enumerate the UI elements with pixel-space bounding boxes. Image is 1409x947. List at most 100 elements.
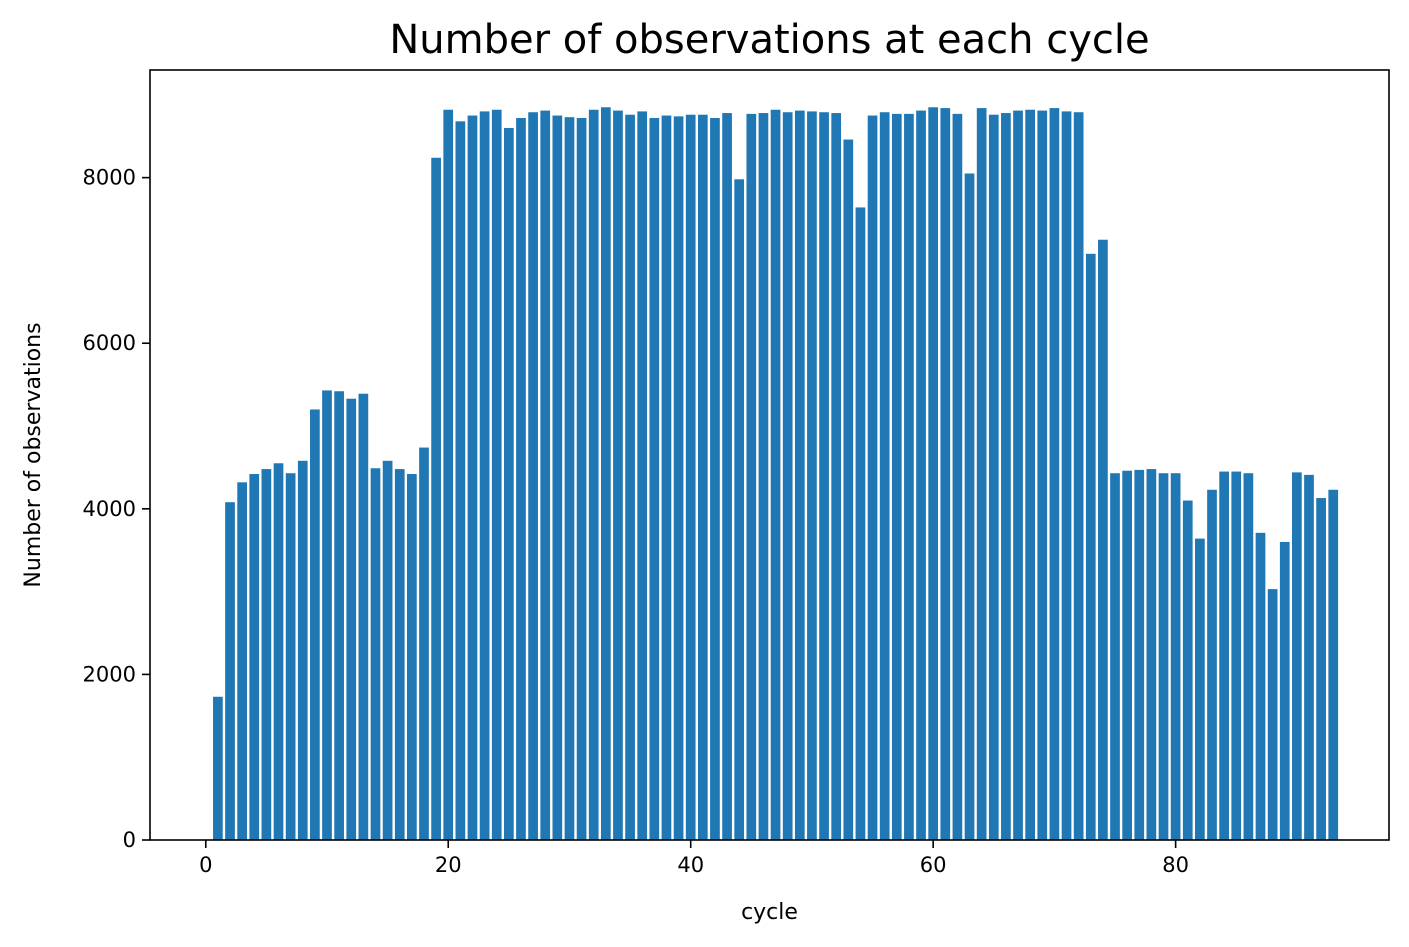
bar-cycle-90 [1292,472,1302,840]
bar-cycle-64 [976,108,987,841]
bar-cycle-30 [564,117,575,840]
bar-cycle-59 [916,110,926,840]
bar-cycle-7 [285,473,296,840]
x-axis-label: cycle [741,900,798,925]
y-tick-label: 8000 [83,166,136,190]
bar-cycle-58 [904,113,914,840]
bar-cycle-2 [225,502,235,840]
bar-cycle-84 [1219,471,1229,840]
bar-cycle-41 [697,114,708,840]
bar-cycle-38 [661,115,672,841]
bar-cycle-86 [1243,473,1254,840]
bar-cycle-73 [1085,253,1096,840]
y-tick-label: 4000 [83,497,136,521]
bar-cycle-3 [237,482,247,840]
y-tick-label: 2000 [83,662,136,686]
bar-cycle-9 [310,409,320,840]
bar-cycle-83 [1207,489,1217,840]
bar-cycle-82 [1195,538,1205,840]
bar-cycle-63 [964,173,975,841]
y-axis-label: Number of observations [21,322,46,587]
bar-cycle-26 [516,118,526,840]
bar-cycle-28 [540,110,551,840]
bar-cycle-77 [1134,469,1145,840]
bar-cycle-78 [1146,469,1157,840]
bar-cycle-53 [843,139,854,841]
bar-cycle-40 [685,114,696,840]
bar-cycle-80 [1170,473,1181,840]
y-tick-label: 0 [123,828,136,852]
bar-cycle-51 [819,112,829,841]
bar-cycle-16 [394,469,405,840]
bar-cycle-85 [1231,471,1242,840]
bar-cycle-10 [322,390,332,840]
bar-cycle-5 [261,469,272,840]
bar-cycle-35 [625,114,635,840]
bar-cycle-42 [710,118,720,840]
bar-cycle-19 [431,157,441,840]
bar-cycle-79 [1158,473,1169,840]
y-tick-label: 6000 [83,331,136,355]
bar-cycle-67 [1013,110,1023,840]
bar-cycle-22 [467,115,478,841]
bar-cycle-89 [1279,541,1290,840]
bar-cycle-55 [867,115,878,841]
bar-cycle-69 [1037,110,1048,840]
bar-cycle-50 [807,111,817,840]
bar-cycle-25 [504,127,514,840]
bar-cycle-60 [928,107,939,840]
bar-cycle-75 [1110,473,1120,840]
bar-cycle-13 [358,393,369,840]
bar-cycle-17 [407,474,417,840]
bar-cycle-56 [879,112,890,841]
bar-cycle-70 [1049,108,1060,841]
bar-cycle-4 [249,474,260,840]
bar-cycle-61 [940,108,951,841]
plot-frame [149,69,1390,841]
bar-cycle-47 [770,109,781,841]
bar-cycle-72 [1073,112,1084,841]
bars-group [213,107,1339,841]
bar-cycle-24 [491,109,502,841]
bar-cycle-48 [782,112,793,841]
bar-cycle-88 [1267,589,1278,840]
bar-cycle-71 [1061,111,1072,840]
bar-cycle-62 [952,113,963,840]
bar-cycle-31 [576,118,587,840]
bar-cycle-49 [794,110,805,840]
bar-cycle-57 [891,113,902,840]
x-tick-label: 20 [435,853,462,877]
bar-cycle-54 [855,207,866,840]
bar-cycle-33 [600,107,611,840]
bar-cycle-93 [1328,489,1339,840]
bar-cycle-46 [758,113,769,841]
bar-cycle-20 [443,109,454,841]
bar-cycle-45 [746,113,757,840]
x-tick-label: 0 [199,853,212,877]
bar-cycle-8 [297,460,308,840]
bar-cycle-23 [479,111,490,840]
bar-cycle-27 [528,112,538,841]
bar-cycle-87 [1255,532,1266,840]
bar-cycle-81 [1182,500,1193,840]
bar-cycle-52 [831,113,842,841]
bar-cycle-21 [455,121,466,840]
chart-title: Number of observations at each cycle [389,17,1149,63]
bar-cycle-36 [637,111,648,840]
bar-cycle-43 [722,113,732,841]
bar-cycle-65 [988,114,999,840]
bar-cycle-74 [1098,239,1108,841]
x-tick-label: 80 [1162,853,1189,877]
bar-cycle-44 [734,179,745,841]
bar-cycle-92 [1316,498,1326,840]
bar-cycle-39 [673,116,684,841]
bar-cycle-91 [1304,474,1314,840]
bar-cycle-34 [613,110,623,840]
x-axis-ticks: 0 20 40 60 80 [199,840,1189,877]
bar-cycle-12 [346,398,357,840]
bar-cycle-6 [273,463,284,840]
bar-cycle-68 [1025,109,1035,841]
bar-cycle-66 [1001,113,1011,841]
